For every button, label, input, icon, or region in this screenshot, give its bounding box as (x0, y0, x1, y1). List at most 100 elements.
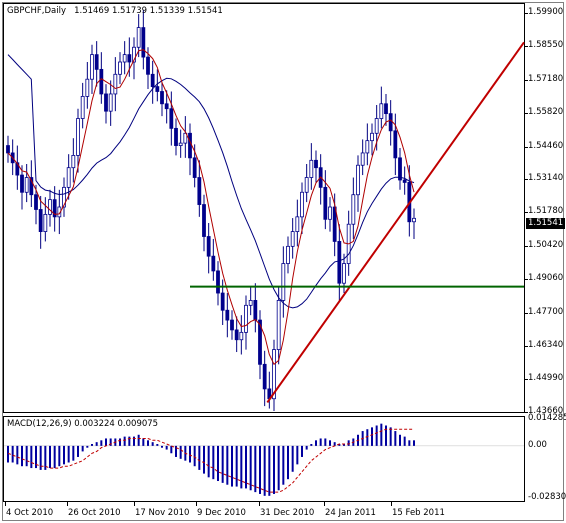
low-value: 1.51339 (149, 6, 185, 16)
price-tick-mark (525, 79, 528, 81)
bull-candle (48, 199, 52, 215)
bear-candle (188, 132, 192, 159)
bear-candle (164, 103, 169, 110)
price-tick-label: 1.49060 (528, 273, 564, 284)
bear-candle (393, 130, 398, 159)
price-tick-label: 1.54460 (528, 140, 564, 151)
time-tick-mark (134, 502, 135, 506)
bear-candle (141, 27, 146, 58)
time-tick-label: 24 Jan 2011 (325, 508, 376, 518)
bull-candle (113, 73, 118, 95)
macd-tick-label: -0.028303 (528, 492, 566, 503)
bear-candle (15, 162, 20, 176)
bear-candle (127, 54, 132, 63)
bull-candle (62, 186, 66, 208)
price-tick-mark (525, 212, 528, 214)
price-tick-mark (525, 46, 528, 48)
bull-candle (370, 132, 374, 142)
bull-candle (286, 245, 290, 264)
price-tick-label: 1.57180 (528, 73, 564, 84)
price-tick-mark (525, 346, 528, 348)
bear-candle (52, 199, 57, 218)
time-tick-label: 9 Dec 2010 (197, 508, 246, 518)
slow-moving-average-line (7, 54, 415, 309)
bear-candle (384, 103, 388, 115)
bear-candle (206, 236, 211, 257)
bull-candle (374, 118, 379, 134)
price-tick-label: 1.53140 (528, 172, 564, 183)
bull-candle (328, 206, 332, 220)
price-panel[interactable] (3, 3, 525, 413)
bull-candle (342, 263, 346, 284)
fast-moving-average-line (7, 49, 415, 366)
price-tick-label: 1.59900 (528, 6, 564, 17)
time-tick-mark (259, 502, 260, 506)
bull-candle (272, 349, 276, 400)
price-tick-label: 1.47700 (528, 306, 564, 317)
bear-candle (314, 159, 318, 169)
bull-candle (178, 142, 183, 146)
close-value: 1.51541 (187, 6, 223, 16)
bull-candle (309, 159, 314, 178)
price-tick-label: 1.50420 (528, 239, 564, 250)
bear-candle (99, 68, 104, 95)
bear-candle (174, 127, 178, 146)
bull-candle (295, 216, 300, 232)
bear-candle (150, 73, 155, 87)
bear-candle (220, 292, 225, 311)
bear-candle (332, 206, 337, 242)
price-header: GBPCHF,Daily 1.51469 1.51739 1.51339 1.5… (7, 6, 223, 16)
price-tick-label: 1.46340 (528, 340, 564, 351)
bear-candle (398, 157, 402, 181)
bull-candle (281, 263, 286, 301)
price-tick-label: 1.55820 (528, 107, 564, 118)
time-tick-label: 17 Nov 2010 (135, 508, 190, 518)
bull-candle (365, 140, 370, 154)
bull-candle (183, 132, 188, 144)
bull-candle (136, 27, 141, 48)
time-tick-label: 15 Feb 2011 (392, 508, 445, 518)
bull-candle (244, 304, 248, 333)
bear-candle (323, 186, 328, 220)
bear-candle (6, 145, 10, 154)
bear-candle (160, 91, 164, 105)
time-tick-mark (196, 502, 197, 506)
title-label: GBPCHF,Daily (7, 6, 66, 16)
bull-candle (85, 78, 90, 97)
bull-candle (66, 167, 71, 188)
bull-candle (248, 300, 253, 306)
time-tick-mark (5, 502, 6, 506)
bear-candle (34, 194, 38, 210)
price-tick-mark (525, 412, 528, 413)
bull-candle (24, 177, 29, 193)
macd-tick-label: 0.00 (528, 439, 547, 450)
bear-candle (155, 86, 160, 92)
trendline (266, 41, 525, 403)
bull-candle (80, 96, 85, 119)
bull-candle (90, 54, 94, 80)
price-tick-mark (525, 146, 528, 148)
bear-candle (192, 157, 197, 178)
time-tick-mark (391, 502, 392, 506)
time-tick-mark (67, 502, 68, 506)
bull-candle (351, 194, 356, 225)
bull-candle (118, 61, 122, 75)
bull-candle (360, 152, 365, 166)
bull-candle (356, 164, 360, 196)
bull-candle (379, 103, 384, 119)
bear-candle (169, 108, 174, 129)
macd-signal-line (7, 428, 414, 493)
bull-candle (412, 217, 416, 223)
bear-candle (29, 177, 34, 196)
price-tick-mark (525, 245, 528, 247)
bear-candle (94, 54, 99, 70)
bear-candle (262, 363, 267, 390)
bull-candle (43, 213, 48, 232)
bear-candle (258, 319, 262, 365)
price-tick-mark (525, 12, 528, 14)
price-tick-label: 1.44990 (528, 373, 564, 384)
bear-candle (337, 241, 342, 284)
